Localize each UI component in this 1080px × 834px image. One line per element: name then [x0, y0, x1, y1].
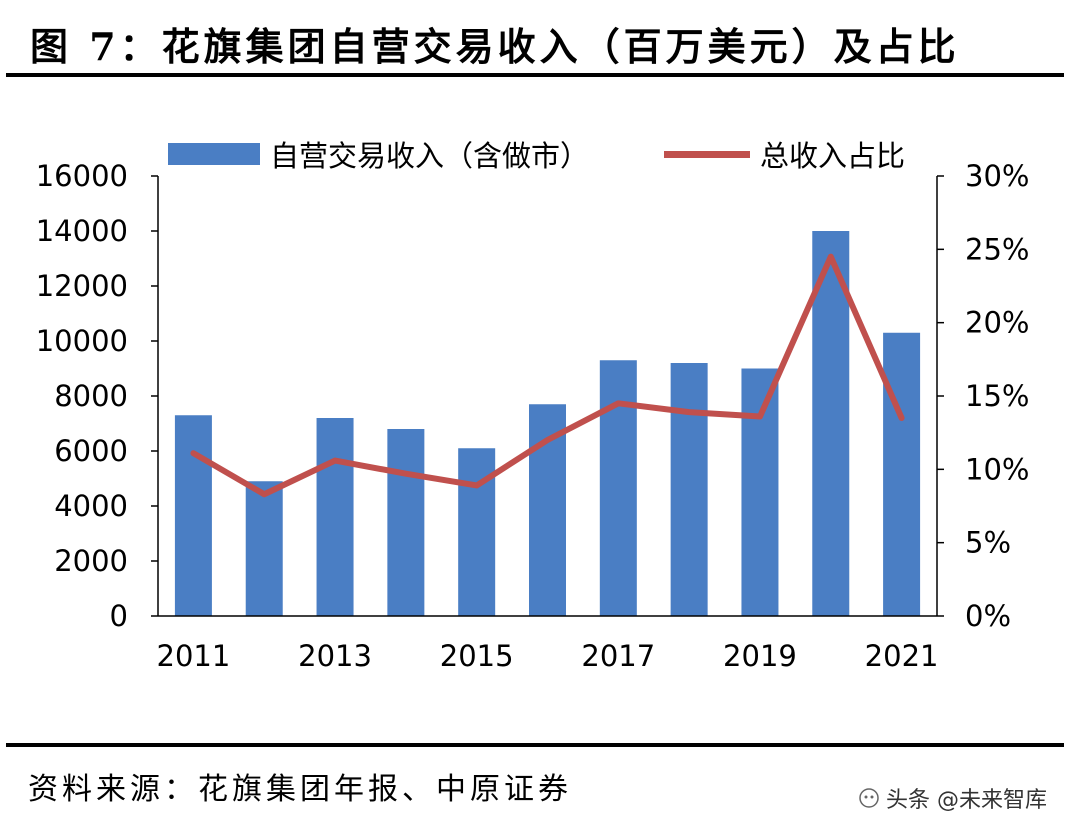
line-point-2014 [404, 472, 407, 475]
x-tick-label-2015: 2015 [440, 639, 514, 673]
x-tick-label-2021: 2021 [865, 639, 939, 673]
bar-2011 [174, 415, 212, 616]
legend-line-swatch [664, 150, 750, 158]
y-right-tick-label: 10% [965, 452, 1029, 486]
legend-bar-label: 自营交易收入（含做市） [270, 139, 590, 173]
y-left-tick-label: 8000 [54, 379, 128, 413]
line-point-2013 [334, 459, 337, 462]
line-point-2018 [688, 411, 691, 414]
bar-2015 [458, 448, 496, 616]
chart-plot: 0 2000 4000 6000 8000 10000 12000 14000 16000 0% 5… [36, 159, 1030, 673]
bar-2020 [812, 231, 850, 616]
x-tick-label-2019: 2019 [723, 639, 797, 673]
y-left-tick-label: 0 [110, 599, 128, 633]
y-left-tick-label: 2000 [54, 544, 128, 578]
source-note: 资料来源：花旗集团年报、中原证券 [28, 772, 572, 807]
y-right-tick-label: 30% [965, 159, 1029, 193]
bar-2018 [670, 363, 708, 616]
line-point-2012 [263, 493, 266, 496]
y-left-tick-label: 12000 [36, 269, 128, 303]
line-point-2016 [546, 439, 549, 441]
bar-2013 [316, 418, 354, 616]
bottom-rule [6, 743, 1064, 747]
y-left-tick-label: 14000 [36, 214, 128, 248]
legend-item-line: 总收入占比 [664, 133, 905, 175]
y-right-tick-label: 15% [965, 379, 1029, 413]
y-left-tick-label: 10000 [36, 324, 128, 358]
y-left-tick-label: 4000 [54, 489, 128, 523]
line-point-2017 [617, 402, 620, 405]
line-point-2021 [900, 417, 903, 419]
watermark: 头条 @未来智库 [858, 782, 1047, 814]
line-point-2019 [758, 415, 761, 418]
legend-line-label: 总收入占比 [760, 139, 906, 173]
watermark-text: 头条 @未来智库 [886, 788, 1047, 813]
y-right-tick-label: 20% [965, 306, 1029, 340]
bar-2014 [387, 429, 425, 616]
x-tick-label-2017: 2017 [581, 639, 655, 673]
y-right-tick-label: 25% [965, 232, 1029, 266]
legend-item-bar: 自营交易收入（含做市） [168, 133, 589, 175]
top-rule [6, 73, 1064, 77]
watermark-icon [858, 787, 880, 809]
x-tick-label-2011: 2011 [157, 639, 231, 673]
y-left-tick-label: 16000 [36, 159, 128, 193]
line-point-2011 [192, 452, 195, 455]
line-point-2020 [829, 255, 832, 258]
y-right-tick-label: 0% [965, 599, 1011, 633]
y-right-tick-label: 5% [965, 526, 1011, 560]
legend-bar-swatch [168, 143, 260, 165]
chart-legend: 自营交易收入（含做市） 总收入占比 [0, 133, 1080, 173]
y-left-tick-label: 6000 [54, 434, 128, 468]
x-tick-label-2013: 2013 [298, 639, 372, 673]
bar-2012 [245, 481, 283, 616]
bar-2019 [741, 368, 779, 616]
line-point-2015 [475, 484, 478, 487]
figure-title: 图 7：花旗集团自营交易收入（百万美元）及占比 [30, 24, 960, 69]
bar-2021 [883, 332, 921, 616]
bar-2017 [599, 360, 637, 616]
